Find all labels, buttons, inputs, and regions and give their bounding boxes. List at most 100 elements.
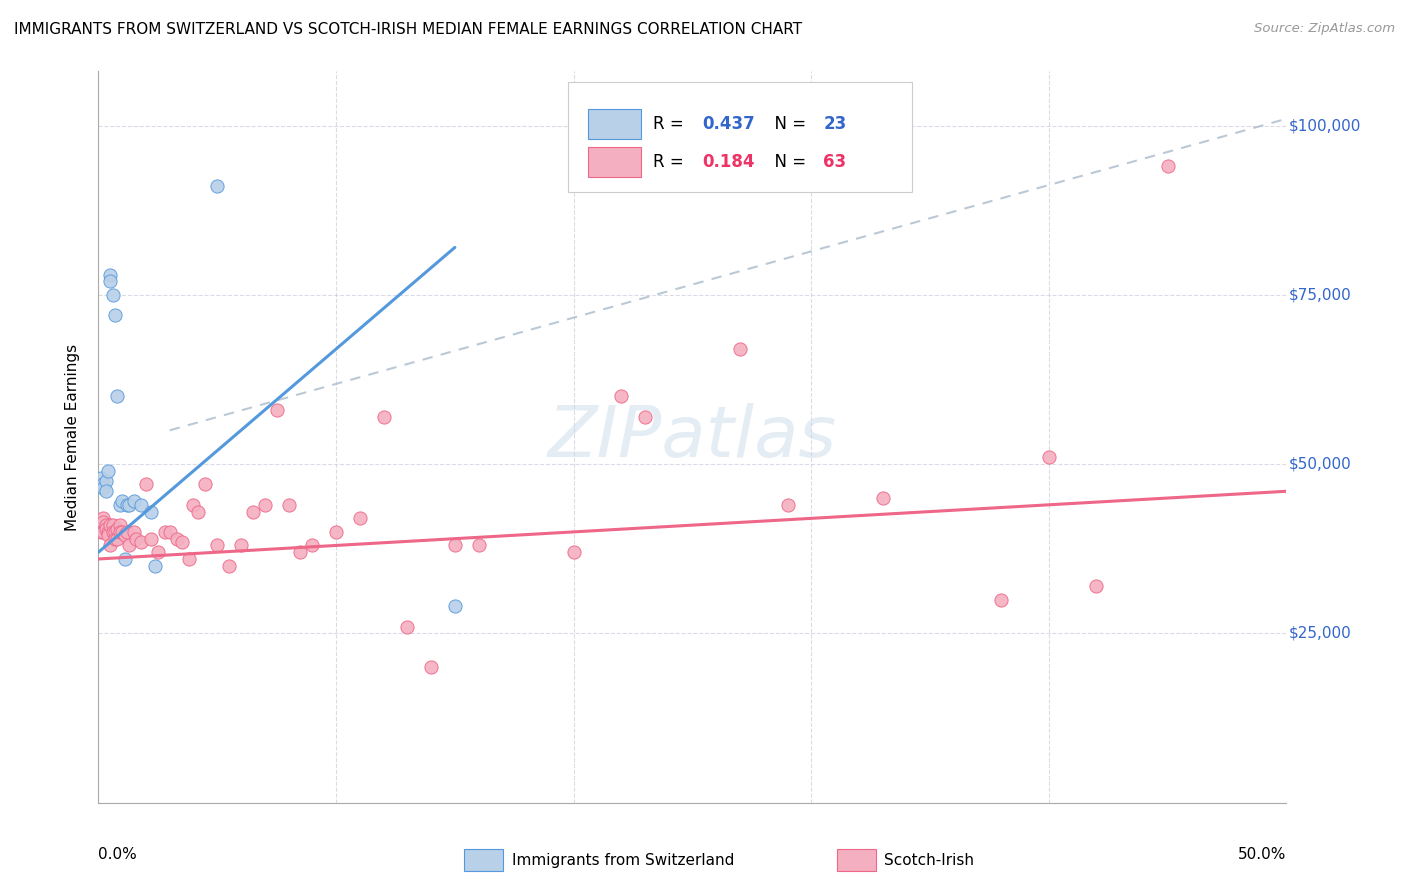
Point [97, 464, 120, 478]
Point [94, 474, 117, 488]
Point [170, 535, 193, 549]
Text: Immigrants from Switzerland: Immigrants from Switzerland [512, 854, 734, 868]
Point [159, 524, 181, 539]
Point [207, 179, 229, 194]
Point [1038, 450, 1060, 465]
Point [194, 477, 217, 491]
Point [166, 532, 188, 546]
Point [107, 389, 129, 403]
Point [634, 409, 657, 424]
Point [610, 389, 633, 403]
Point [218, 558, 240, 573]
Text: Source: ZipAtlas.com: Source: ZipAtlas.com [1254, 22, 1395, 36]
Point [229, 538, 252, 552]
Point [104, 308, 127, 322]
Text: $25,000: $25,000 [1289, 626, 1351, 641]
Text: $50,000: $50,000 [1289, 457, 1351, 472]
Point [146, 545, 169, 559]
Point [90, 471, 112, 485]
Point [266, 403, 288, 417]
Point [94, 484, 117, 499]
Point [467, 538, 489, 552]
Text: Scotch-Irish: Scotch-Irish [884, 854, 974, 868]
Point [242, 505, 264, 519]
Text: ZIPatlas: ZIPatlas [548, 402, 837, 472]
Point [91, 511, 114, 525]
Point [290, 545, 312, 559]
Point [139, 532, 162, 546]
Point [97, 524, 120, 539]
Point [872, 491, 894, 505]
Point [115, 524, 138, 539]
Point [101, 288, 124, 302]
Text: 50.0%: 50.0% [1239, 847, 1286, 862]
Point [98, 538, 121, 552]
Point [97, 528, 120, 542]
Point [135, 477, 157, 491]
Point [153, 524, 176, 539]
Text: IMMIGRANTS FROM SWITZERLAND VS SCOTCH-IRISH MEDIAN FEMALE EARNINGS CORRELATION C: IMMIGRANTS FROM SWITZERLAND VS SCOTCH-IR… [14, 22, 803, 37]
FancyBboxPatch shape [568, 82, 912, 192]
Point [396, 620, 419, 634]
Point [177, 552, 200, 566]
Point [125, 532, 148, 546]
Point [98, 274, 121, 288]
Point [1085, 579, 1108, 593]
Point [187, 505, 209, 519]
Text: 0.184: 0.184 [702, 153, 755, 171]
Point [444, 599, 467, 614]
Point [90, 524, 112, 539]
Point [990, 592, 1012, 607]
Point [301, 538, 323, 552]
FancyBboxPatch shape [588, 146, 641, 178]
Point [129, 535, 152, 549]
Point [277, 498, 299, 512]
Point [207, 538, 229, 552]
Point [129, 498, 152, 512]
Point [325, 524, 347, 539]
Text: 0.437: 0.437 [702, 115, 755, 133]
Point [91, 515, 114, 529]
Point [373, 409, 395, 424]
Point [90, 518, 112, 533]
Point [107, 532, 129, 546]
Point [111, 494, 134, 508]
Point [104, 532, 127, 546]
Point [420, 660, 443, 674]
Point [728, 342, 751, 356]
Point [108, 524, 131, 539]
Text: N =: N = [763, 153, 811, 171]
Text: 63: 63 [823, 153, 846, 171]
Point [98, 518, 121, 533]
Text: 23: 23 [823, 115, 846, 133]
Point [91, 481, 114, 495]
Point [122, 494, 145, 508]
Text: $75,000: $75,000 [1289, 287, 1351, 302]
Point [101, 524, 124, 539]
Text: 0.0%: 0.0% [98, 847, 138, 862]
Point [114, 552, 136, 566]
Point [91, 524, 114, 539]
Point [1156, 159, 1178, 173]
Point [122, 524, 145, 539]
Point [145, 558, 167, 573]
Point [114, 528, 136, 542]
Point [349, 511, 371, 525]
Point [94, 518, 117, 533]
Point [776, 498, 799, 512]
Text: R =: R = [654, 115, 689, 133]
Point [253, 498, 276, 512]
Point [111, 524, 134, 539]
Point [183, 498, 205, 512]
Point [139, 505, 162, 519]
Point [118, 538, 141, 552]
Point [118, 498, 141, 512]
Point [108, 518, 131, 533]
Point [90, 477, 112, 491]
FancyBboxPatch shape [588, 109, 641, 139]
Point [107, 521, 129, 535]
Point [101, 518, 124, 533]
Text: R =: R = [654, 153, 689, 171]
Point [94, 521, 117, 535]
Text: $100,000: $100,000 [1289, 118, 1361, 133]
